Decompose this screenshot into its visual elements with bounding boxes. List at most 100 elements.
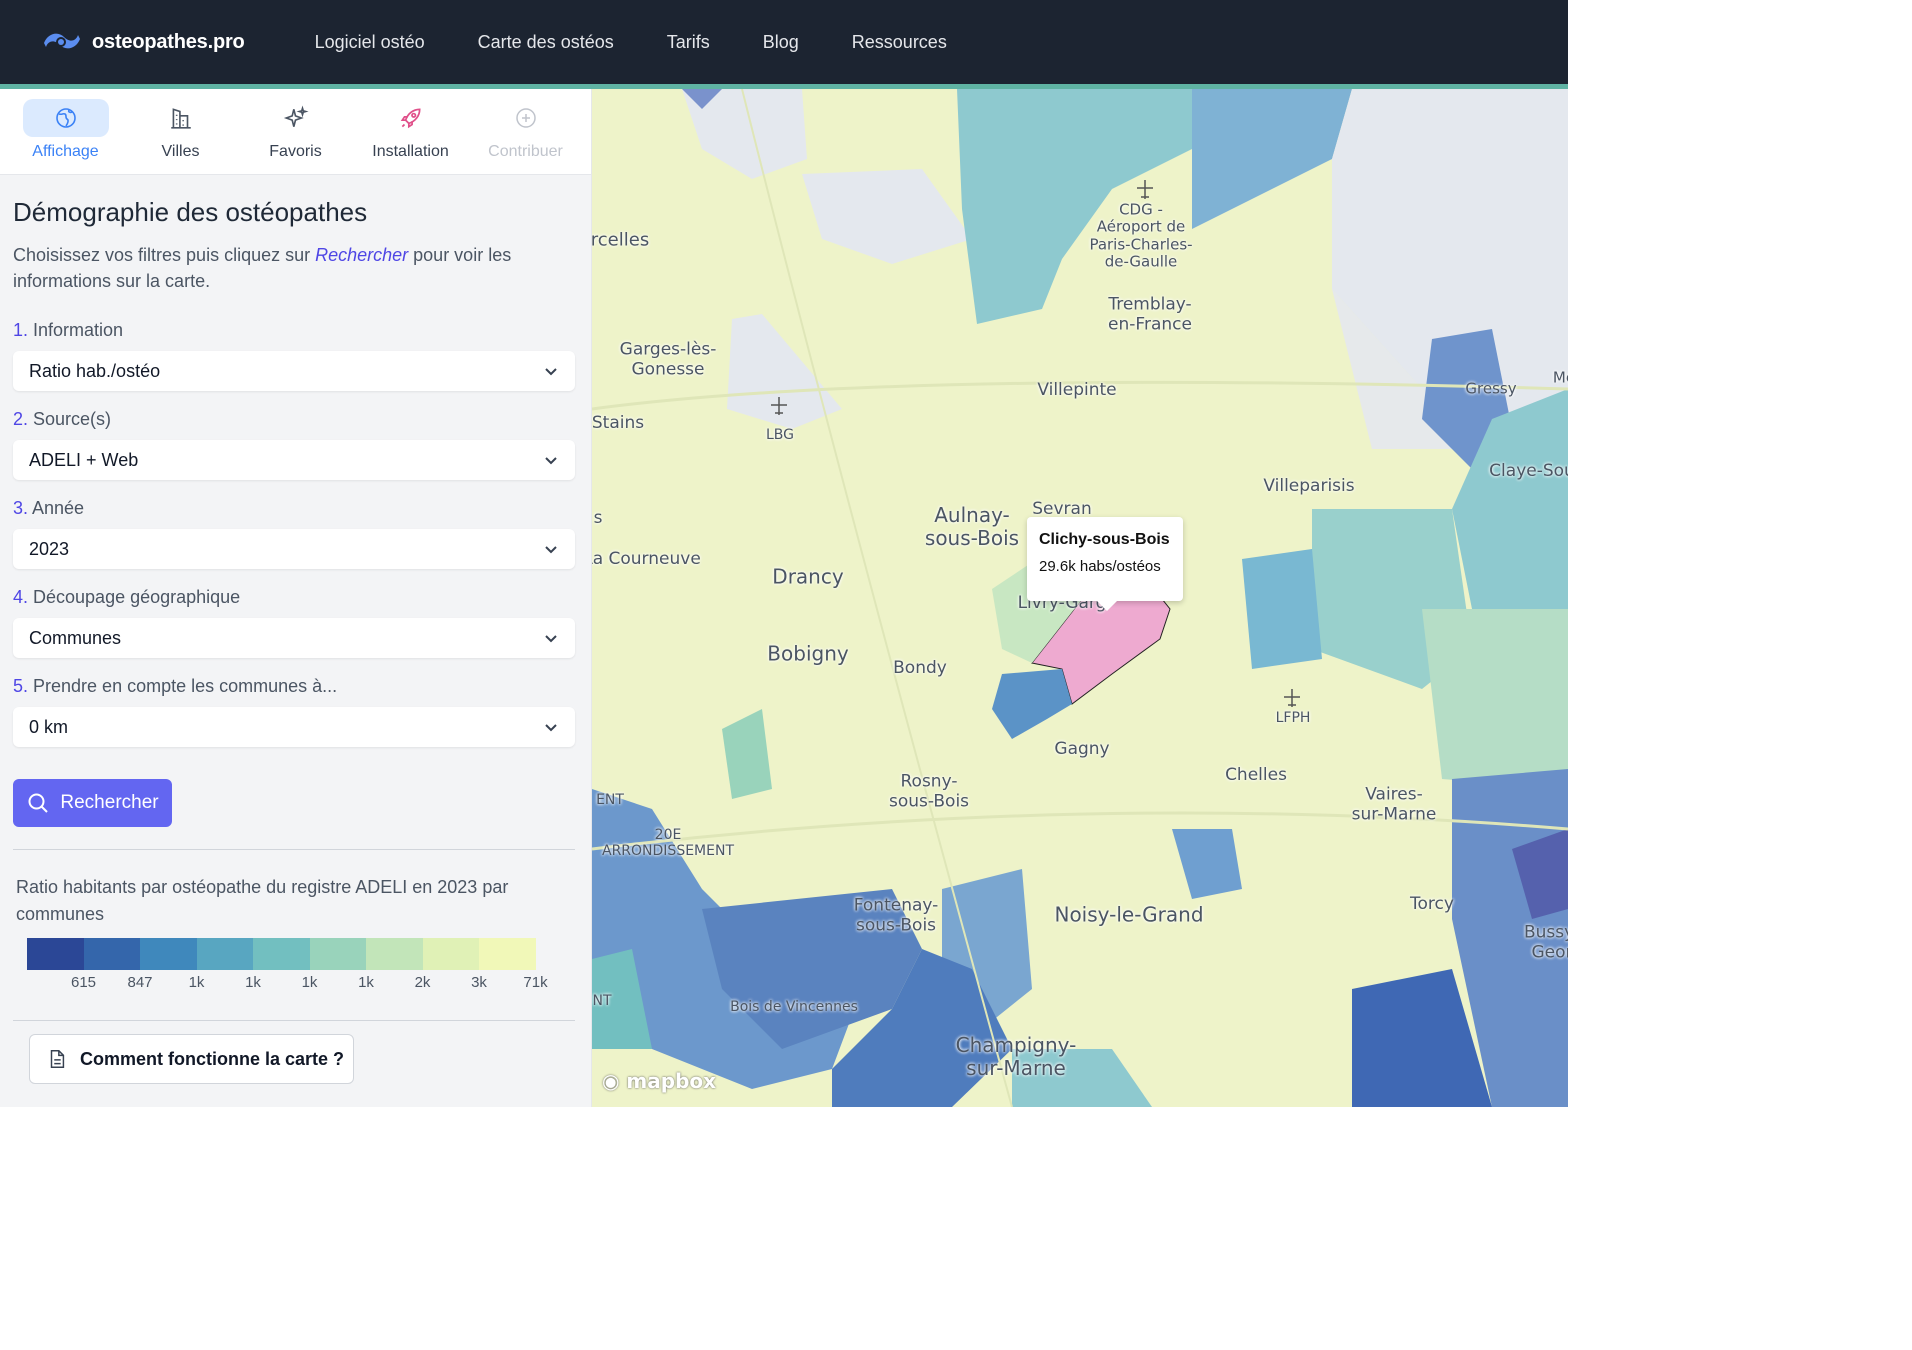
select-value: Communes xyxy=(29,627,122,648)
select-value: Ratio hab./ostéo xyxy=(29,360,161,381)
map-place-label: Rosny- sous-Bois xyxy=(888,771,970,811)
legend: Ratio habitants par ostéopathe du regist… xyxy=(0,850,591,994)
legend-tick: 2k xyxy=(414,974,431,991)
panel-description: Choisissez vos filtres puis cliquez sur … xyxy=(13,242,573,294)
map-place-label: Villeparisis xyxy=(1263,476,1355,497)
chevron-down-icon xyxy=(545,635,557,643)
document-icon xyxy=(50,1050,65,1068)
map-place-label: Villepinte xyxy=(1037,380,1117,401)
map-place-label: Bois de Vincennes xyxy=(730,998,858,1015)
field-number: 3. xyxy=(13,498,29,518)
field-label-distance: 5. Prendre en compte les communes à... xyxy=(13,676,575,697)
legend-swatch xyxy=(253,938,310,970)
mapbox-text: mapbox xyxy=(626,1069,717,1093)
tab-label: Affichage xyxy=(32,143,99,160)
map-view[interactable]: rcelles CDG - Aéroport de Paris-Charles- … xyxy=(592,89,1568,1107)
legend-tick: 71k xyxy=(523,974,548,991)
help-button-label: Comment fonctionne la carte ? xyxy=(80,1048,345,1069)
map-place-label: Claye-Sou xyxy=(1489,461,1568,482)
field-label-text: Information xyxy=(28,320,124,340)
legend-tick: 1k xyxy=(358,974,374,991)
map-place-label: Torcy xyxy=(1410,894,1454,915)
map-place-label: Garges-lès- Gonesse xyxy=(619,339,717,379)
field-label-text: Source(s) xyxy=(28,409,112,429)
map-place-label: LBG xyxy=(765,426,795,443)
nav-logiciel-osteo[interactable]: Logiciel ostéo xyxy=(314,31,425,52)
map-place-label: Me xyxy=(1552,368,1568,387)
tab-favoris[interactable]: Favoris xyxy=(238,99,353,174)
map-place-label: Champigny- sur-Marne xyxy=(955,1033,1077,1080)
chevron-down-icon xyxy=(545,724,557,732)
desc-text: Choisissez vos filtres puis cliquez sur xyxy=(13,245,316,265)
tab-installation[interactable]: Installation xyxy=(353,99,468,174)
legend-tick: 1k xyxy=(245,974,261,991)
main-nav: Logiciel ostéo Carte des ostéos Tarifs B… xyxy=(315,32,947,53)
legend-swatch xyxy=(27,938,84,970)
select-value: 0 km xyxy=(29,716,69,737)
legend-tick: 847 xyxy=(127,974,153,991)
map-place-label: rcelles xyxy=(592,229,650,251)
globe-icon xyxy=(55,108,76,128)
map-place-label: Gressy xyxy=(1465,379,1517,398)
map-place-label: Tremblay- en-France xyxy=(1108,294,1192,334)
brand-logo-icon xyxy=(44,33,80,49)
map-place-label: s xyxy=(593,508,603,529)
brand[interactable]: osteopathes.pro xyxy=(40,27,245,57)
legend-swatch xyxy=(140,938,197,970)
tab-villes[interactable]: Villes xyxy=(123,99,238,174)
legend-swatch xyxy=(83,938,140,970)
mapbox-attribution[interactable]: ◉ mapbox xyxy=(602,1069,717,1093)
select-distance[interactable]: 0 km xyxy=(13,707,575,747)
select-information[interactable]: Ratio hab./ostéo xyxy=(13,351,575,391)
map-place-label: LFPH xyxy=(1275,709,1311,726)
nav-ressources[interactable]: Ressources xyxy=(851,31,947,52)
field-label-text: Découpage géographique xyxy=(28,587,241,607)
divider xyxy=(13,849,575,850)
map-place-label: ENT xyxy=(596,791,624,808)
tab-affichage[interactable]: Affichage xyxy=(8,99,123,174)
help-button[interactable]: Comment fonctionne la carte ? xyxy=(29,1034,354,1084)
desc-link[interactable]: Rechercher xyxy=(315,245,409,265)
map-place-label: Bussy- Geor xyxy=(1523,922,1568,962)
plus-circle-icon xyxy=(515,108,536,128)
legend-swatch xyxy=(422,938,479,970)
field-label-information: 1. Information xyxy=(13,320,575,341)
nav-tarifs[interactable]: Tarifs xyxy=(666,31,710,52)
legend-swatch xyxy=(479,938,536,970)
nav-carte-des-osteos[interactable]: Carte des ostéos xyxy=(477,31,614,52)
chevron-down-icon xyxy=(545,368,557,376)
legend-tick: 3k xyxy=(471,974,487,991)
map-place-label: La Courneuve xyxy=(592,549,701,570)
map-place-label: Noisy-le-Grand xyxy=(1054,902,1204,927)
map-place-label: Sevran xyxy=(1032,499,1092,520)
sidebar: Affichage Villes Favoris xyxy=(0,89,592,1107)
legend-tick: 1k xyxy=(188,974,205,991)
map-tooltip: Clichy-sous-Bois 29.6k habs/ostéos xyxy=(1027,517,1183,611)
select-decoupage[interactable]: Communes xyxy=(13,618,575,658)
top-navbar: osteopathes.pro Logiciel ostéo Carte des… xyxy=(0,0,1568,84)
map-place-label: Vaires- sur-Marne xyxy=(1351,784,1437,824)
tab-contribuer[interactable]: Contribuer xyxy=(468,99,583,174)
field-number: 1. xyxy=(13,320,29,340)
map-place-label: Chelles xyxy=(1225,765,1287,786)
search-button-label: Rechercher xyxy=(60,792,159,813)
field-label-annee: 3. Année xyxy=(13,498,575,519)
select-sources[interactable]: ADELI + Web xyxy=(13,440,575,480)
chevron-down-icon xyxy=(545,457,557,465)
brand-name: osteopathes.pro xyxy=(92,30,245,53)
divider xyxy=(13,1020,575,1021)
chevron-down-icon xyxy=(545,546,557,554)
map-place-label: Drancy xyxy=(772,564,844,589)
legend-swatch xyxy=(196,938,253,970)
field-number: 4. xyxy=(13,587,29,607)
field-number: 2. xyxy=(13,409,29,429)
map-place-label: Gagny xyxy=(1054,739,1110,760)
legend-title: Ratio habitants par ostéopathe du regist… xyxy=(16,877,509,924)
select-annee[interactable]: 2023 xyxy=(13,529,575,569)
select-value: ADELI + Web xyxy=(29,449,139,470)
accent-line xyxy=(0,84,1568,89)
filter-panel: Démographie des ostéopathes Choisissez v… xyxy=(0,175,591,850)
legend-color-bar xyxy=(27,938,575,970)
search-button[interactable]: Rechercher xyxy=(13,779,172,827)
nav-blog[interactable]: Blog xyxy=(762,31,799,52)
